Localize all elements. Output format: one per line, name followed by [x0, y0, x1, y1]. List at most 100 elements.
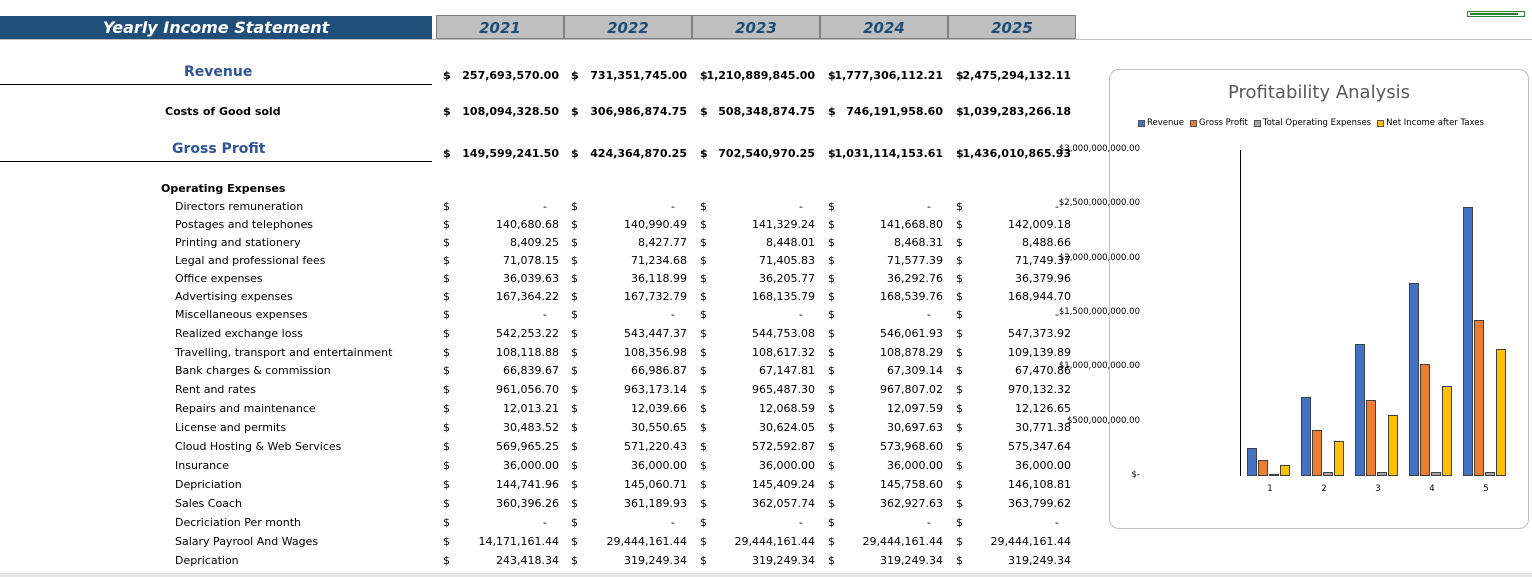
opex-value[interactable]: 71,078.15 — [503, 254, 559, 267]
opex-value[interactable]: 361,189.93 — [624, 497, 687, 510]
gross-profit-value[interactable]: 702,540,970.25 — [718, 147, 815, 160]
opex-value[interactable]: - — [1055, 516, 1059, 529]
opex-value[interactable]: 363,799.62 — [1008, 497, 1071, 510]
opex-value[interactable]: 168,944.70 — [1008, 290, 1071, 303]
gross-profit-value[interactable]: 424,364,870.25 — [590, 147, 687, 160]
opex-value[interactable]: 67,470.86 — [1015, 364, 1071, 377]
revenue-value[interactable]: 731,351,745.00 — [590, 69, 687, 82]
opex-value[interactable]: 319,249.34 — [1008, 554, 1071, 567]
opex-value[interactable]: 36,000.00 — [1015, 459, 1071, 472]
opex-value[interactable]: 30,771.38 — [1015, 421, 1071, 434]
bar-net-income-after-taxes-4[interactable] — [1442, 385, 1452, 476]
opex-value[interactable]: 30,697.63 — [887, 421, 943, 434]
opex-value[interactable]: - — [799, 308, 803, 321]
opex-value[interactable]: 569,965.25 — [496, 440, 559, 453]
opex-value[interactable]: 30,550.65 — [631, 421, 687, 434]
opex-value[interactable]: - — [671, 200, 675, 213]
opex-value[interactable]: 71,405.83 — [759, 254, 815, 267]
opex-value[interactable]: 575,347.64 — [1008, 440, 1071, 453]
opex-value[interactable]: 108,356.98 — [624, 346, 687, 359]
opex-value[interactable]: - — [799, 200, 803, 213]
opex-value[interactable]: 145,409.24 — [752, 478, 815, 491]
opex-value[interactable]: - — [927, 516, 931, 529]
opex-value[interactable]: - — [543, 308, 547, 321]
opex-value[interactable]: 168,539.76 — [880, 290, 943, 303]
cogs-value[interactable]: 746,191,958.60 — [846, 105, 943, 118]
opex-value[interactable]: 29,444,161.44 — [734, 535, 815, 548]
opex-value[interactable]: 542,253.22 — [496, 327, 559, 340]
bar-revenue-1[interactable] — [1247, 447, 1257, 476]
opex-value[interactable]: 36,000.00 — [887, 459, 943, 472]
bar-total-operating-expenses-2[interactable] — [1323, 472, 1333, 476]
opex-value[interactable]: 36,118.99 — [631, 272, 687, 285]
opex-value[interactable]: 8,427.77 — [638, 236, 687, 249]
opex-value[interactable]: 140,990.49 — [624, 218, 687, 231]
opex-value[interactable]: 8,488.66 — [1022, 236, 1071, 249]
opex-value[interactable]: 146,108.81 — [1008, 478, 1071, 491]
opex-value[interactable]: 36,000.00 — [503, 459, 559, 472]
opex-value[interactable]: 8,448.01 — [766, 236, 815, 249]
opex-value[interactable]: - — [671, 308, 675, 321]
revenue-value[interactable]: 2,475,294,132.11 — [962, 69, 1071, 82]
opex-value[interactable]: 544,753.08 — [752, 327, 815, 340]
opex-value[interactable]: - — [671, 516, 675, 529]
bar-revenue-5[interactable] — [1463, 207, 1473, 476]
opex-value[interactable]: 30,483.52 — [503, 421, 559, 434]
opex-value[interactable]: 29,444,161.44 — [606, 535, 687, 548]
bar-net-income-after-taxes-1[interactable] — [1280, 465, 1290, 476]
opex-value[interactable]: 108,118.88 — [496, 346, 559, 359]
bar-revenue-3[interactable] — [1355, 344, 1365, 476]
bar-total-operating-expenses-4[interactable] — [1431, 472, 1441, 476]
opex-value[interactable]: 319,249.34 — [624, 554, 687, 567]
bar-total-operating-expenses-3[interactable] — [1377, 472, 1387, 476]
opex-value[interactable]: 12,013.21 — [503, 402, 559, 415]
opex-value[interactable]: 360,396.26 — [496, 497, 559, 510]
opex-value[interactable]: 144,741.96 — [496, 478, 559, 491]
opex-value[interactable]: 12,068.59 — [759, 402, 815, 415]
opex-value[interactable]: 543,447.37 — [624, 327, 687, 340]
opex-value[interactable]: 970,132.32 — [1008, 383, 1071, 396]
bar-revenue-2[interactable] — [1301, 396, 1311, 476]
gross-profit-value[interactable]: 1,031,114,153.61 — [834, 147, 943, 160]
opex-value[interactable]: 29,444,161.44 — [990, 535, 1071, 548]
cogs-value[interactable]: 1,039,283,266.18 — [962, 105, 1071, 118]
bar-gross-profit-1[interactable] — [1258, 459, 1268, 476]
opex-value[interactable]: 71,234.68 — [631, 254, 687, 267]
opex-value[interactable]: - — [927, 308, 931, 321]
opex-value[interactable]: 965,487.30 — [752, 383, 815, 396]
opex-value[interactable]: 167,364.22 — [496, 290, 559, 303]
opex-value[interactable]: 108,617.32 — [752, 346, 815, 359]
opex-value[interactable]: - — [927, 200, 931, 213]
opex-value[interactable]: 14,171,161.44 — [478, 535, 559, 548]
opex-value[interactable]: 362,927.63 — [880, 497, 943, 510]
opex-value[interactable]: 12,039.66 — [631, 402, 687, 415]
bar-total-operating-expenses-5[interactable] — [1485, 472, 1495, 476]
bar-gross-profit-5[interactable] — [1474, 319, 1484, 476]
opex-value[interactable]: 546,061.93 — [880, 327, 943, 340]
opex-value[interactable]: 71,749.37 — [1015, 254, 1071, 267]
cogs-value[interactable]: 306,986,874.75 — [590, 105, 687, 118]
bar-net-income-after-taxes-5[interactable] — [1496, 348, 1506, 476]
opex-value[interactable]: 36,292.76 — [887, 272, 943, 285]
opex-value[interactable]: 140,680.68 — [496, 218, 559, 231]
opex-value[interactable]: 243,418.34 — [496, 554, 559, 567]
opex-value[interactable]: 67,147.81 — [759, 364, 815, 377]
opex-value[interactable]: 145,758.60 — [880, 478, 943, 491]
opex-value[interactable]: 145,060.71 — [624, 478, 687, 491]
bar-gross-profit-2[interactable] — [1312, 429, 1322, 476]
bar-net-income-after-taxes-2[interactable] — [1334, 441, 1344, 476]
opex-value[interactable]: 66,986.87 — [631, 364, 687, 377]
bar-gross-profit-4[interactable] — [1420, 363, 1430, 476]
revenue-value[interactable]: 257,693,570.00 — [462, 69, 559, 82]
opex-value[interactable]: 109,139.89 — [1008, 346, 1071, 359]
opex-value[interactable]: 141,329.24 — [752, 218, 815, 231]
opex-value[interactable]: 66,839.67 — [503, 364, 559, 377]
opex-value[interactable]: 362,057.74 — [752, 497, 815, 510]
opex-value[interactable]: 36,379.96 — [1015, 272, 1071, 285]
opex-value[interactable]: 36,039.63 — [503, 272, 559, 285]
opex-value[interactable]: 319,249.34 — [752, 554, 815, 567]
opex-value[interactable]: 967,807.02 — [880, 383, 943, 396]
opex-value[interactable]: 961,056.70 — [496, 383, 559, 396]
opex-value[interactable]: 36,000.00 — [759, 459, 815, 472]
opex-value[interactable]: 141,668.80 — [880, 218, 943, 231]
